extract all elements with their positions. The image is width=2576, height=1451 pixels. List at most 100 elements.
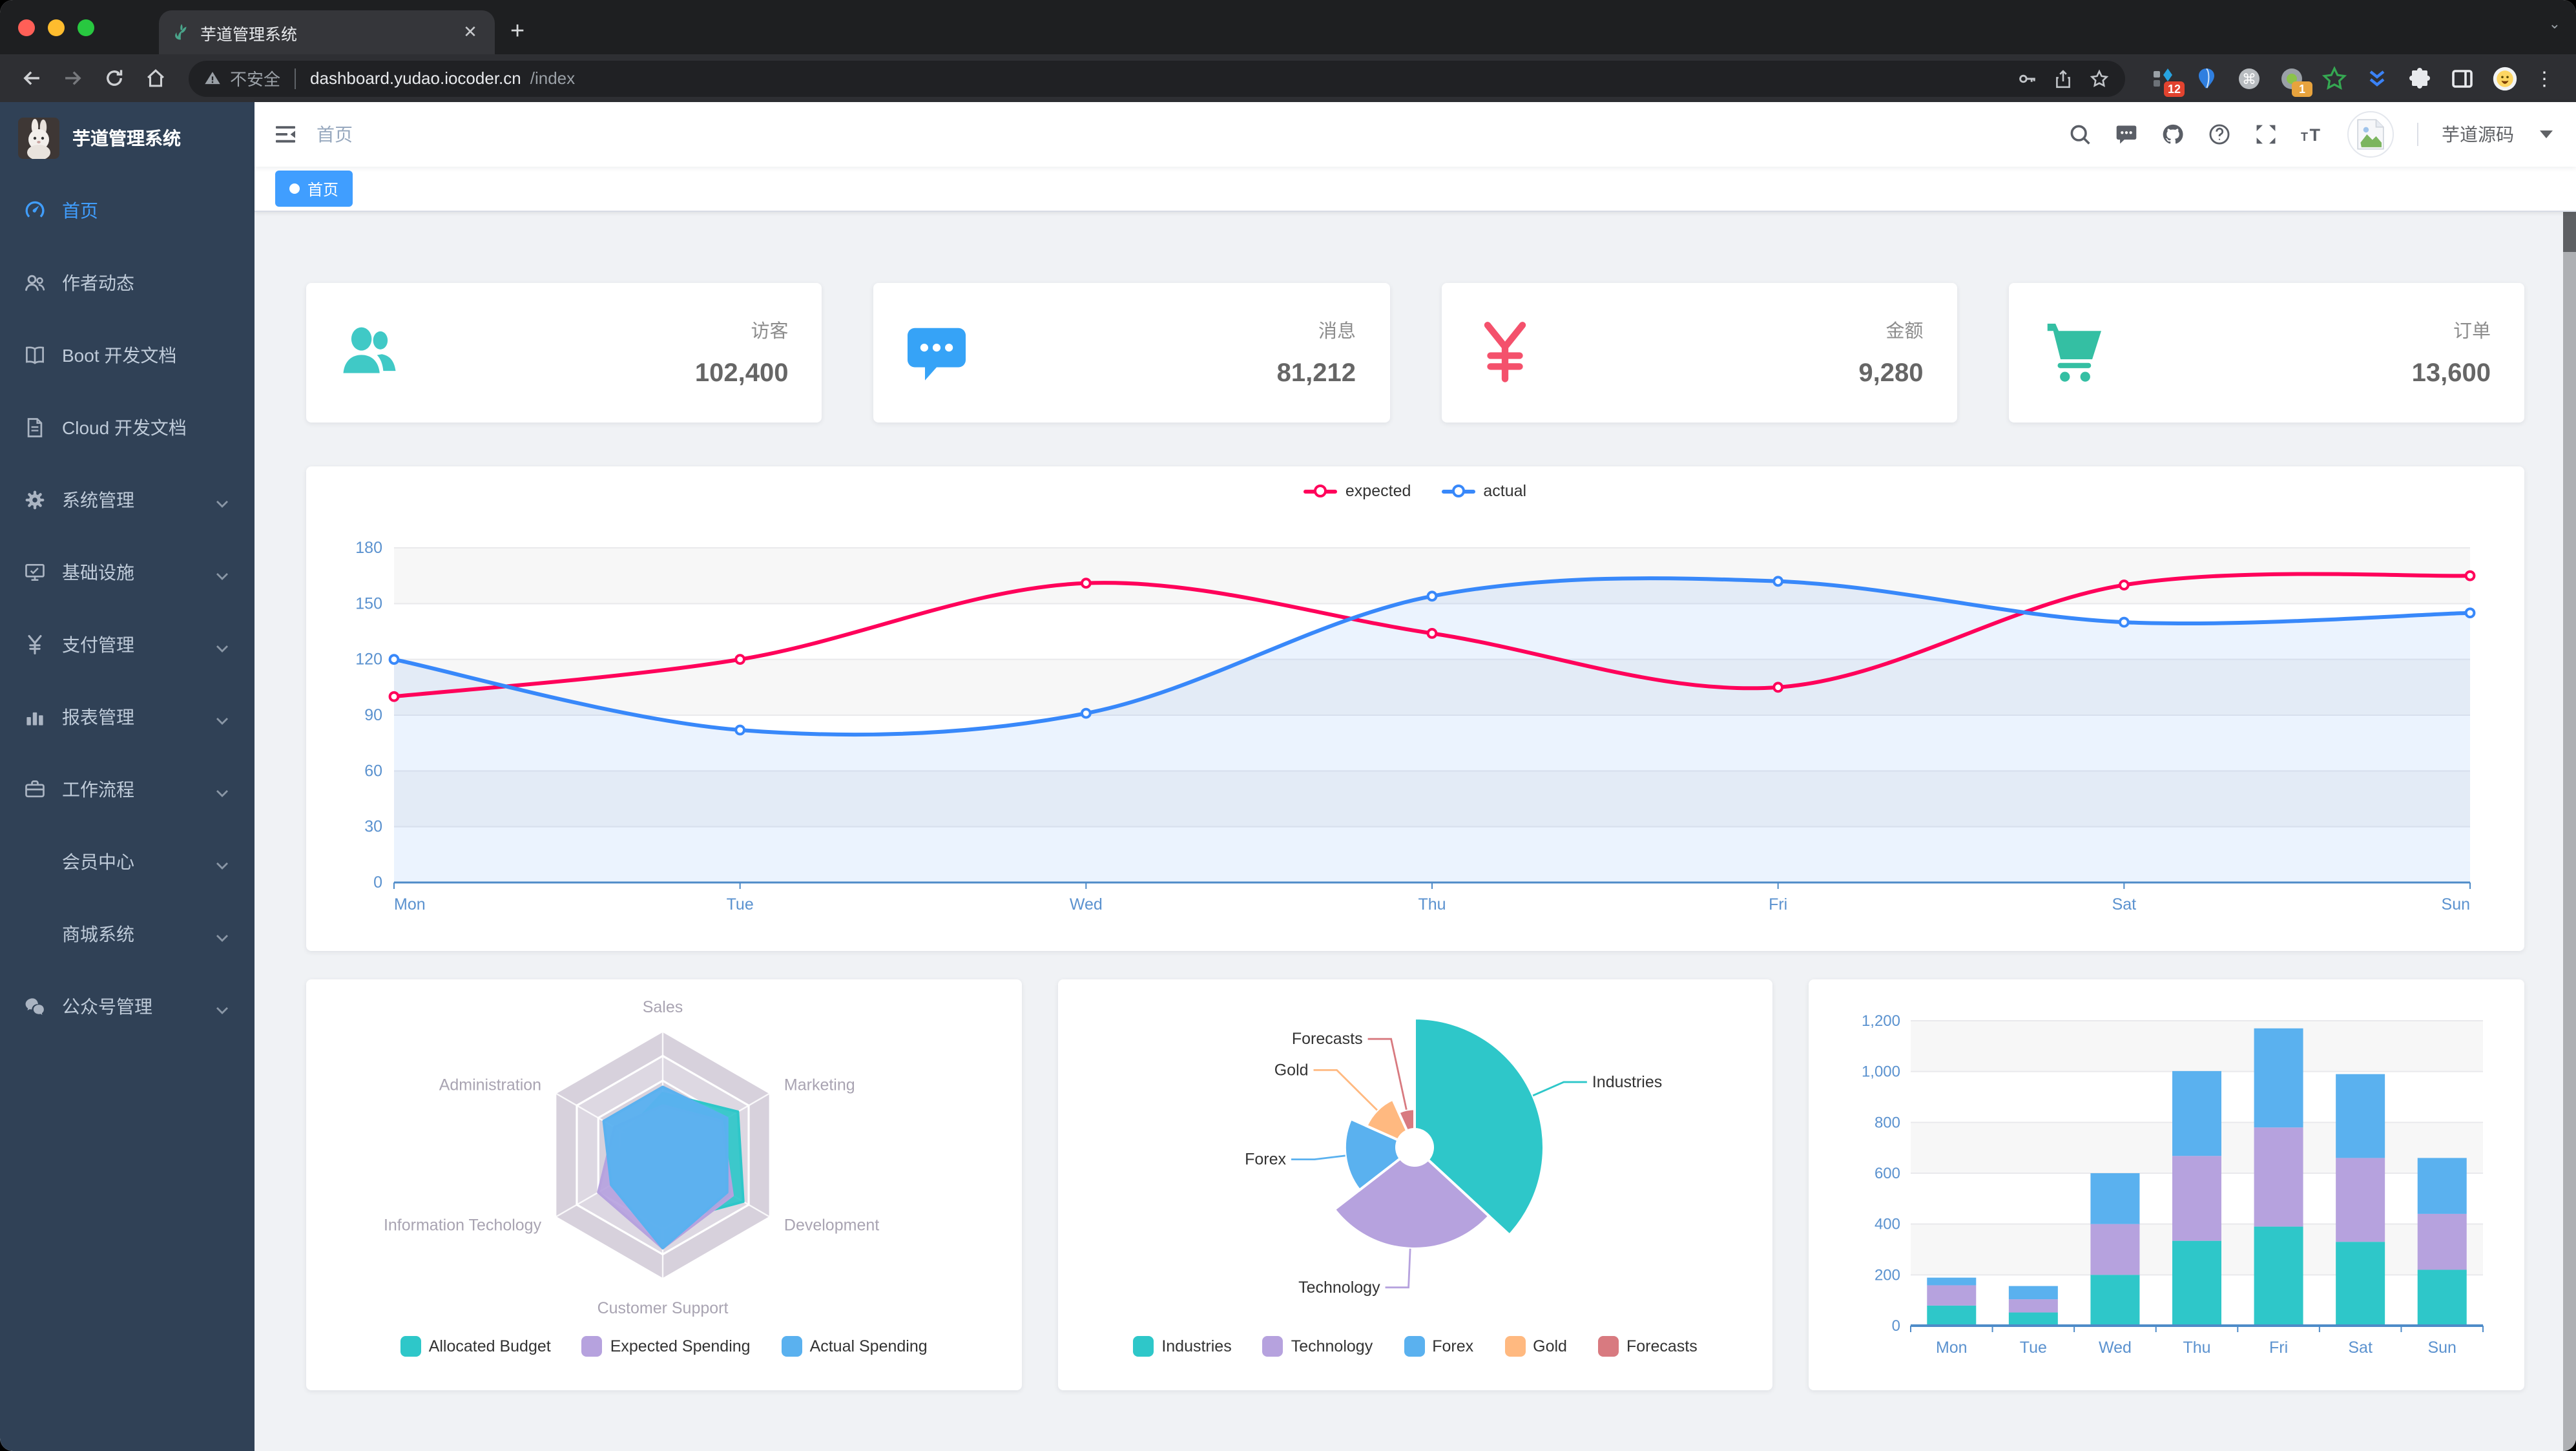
tab-close-icon[interactable]: ✕	[463, 22, 477, 41]
maximize-window-button[interactable]	[78, 19, 94, 36]
legend-item-actual[interactable]: actual	[1442, 482, 1526, 500]
address-bar[interactable]: 不安全 dashboard.yudao.iocoder.cn/index	[189, 60, 2125, 96]
sidebar-item-8[interactable]: 工作流程	[0, 753, 254, 826]
side-panel-icon[interactable]	[2449, 65, 2475, 91]
bar-chart[interactable]: 0 200 400 600 800 1,000 1,200 Mon Tue Wed Thu Fri Sa…	[1830, 1000, 2503, 1370]
sidebar-item-4[interactable]: 系统管理	[0, 464, 254, 536]
forward-button[interactable]	[54, 60, 90, 96]
sidebar-item-label: 作者动态	[62, 273, 134, 293]
chevron-down-icon	[216, 855, 229, 870]
pie-chart[interactable]: Industries Technology Forex Gold Forecasts	[1079, 1000, 1752, 1326]
sidebar-item-1[interactable]: 作者动态	[0, 247, 254, 319]
bookmark-star-icon[interactable]	[2089, 68, 2110, 89]
profile-avatar-icon[interactable]	[2492, 65, 2518, 91]
tag-home[interactable]: 首页	[275, 171, 353, 207]
svg-text:Sun: Sun	[2442, 895, 2470, 913]
legend-item-expected-spending[interactable]: Expected Spending	[581, 1336, 751, 1357]
line-chart[interactable]: 0 30 60 90 120 150 180 Mon Tue Wed Thu Fri Sat Sun	[327, 488, 2504, 929]
url-host: dashboard.yudao.iocoder.cn	[310, 68, 521, 88]
sidebar-item-6[interactable]: 支付管理	[0, 609, 254, 681]
wechat-icon	[23, 995, 47, 1018]
github-icon[interactable]	[2161, 123, 2185, 146]
extension-command-icon[interactable]: ⌘	[2236, 65, 2262, 91]
sidebar-item-label: 商城系统	[62, 924, 134, 945]
author-icon	[23, 271, 47, 295]
sidebar-item-3[interactable]: Cloud 开发文档	[0, 391, 254, 464]
extension-tiles-icon[interactable]: 12	[2151, 65, 2185, 96]
sidebar-item-label: 工作流程	[62, 779, 134, 800]
username-label[interactable]: 芋道源码	[2442, 124, 2514, 145]
sidebar-item-9[interactable]: 会员中心	[0, 826, 254, 898]
extensions-puzzle-icon[interactable]	[2407, 65, 2433, 91]
stat-card-2[interactable]: 金额 9,280	[1441, 283, 1957, 423]
password-key-icon[interactable]	[2017, 68, 2037, 89]
radar-chart-legend: Allocated Budget Expected Spending Actual …	[400, 1336, 928, 1357]
yen-icon	[23, 633, 47, 656]
svg-text:Tue: Tue	[2019, 1339, 2046, 1357]
extension-chevrons-icon[interactable]	[2364, 65, 2390, 91]
extension-balloon-icon[interactable]	[2194, 65, 2219, 91]
header-message-icon[interactable]	[2115, 123, 2138, 146]
svg-text:Wed: Wed	[2098, 1339, 2131, 1357]
home-button[interactable]	[137, 60, 173, 96]
radar-chart[interactable]: Sales Administration Information Techology…	[327, 1000, 1001, 1326]
sidebar-item-10[interactable]: 商城系统	[0, 898, 254, 970]
svg-text:120: 120	[355, 651, 382, 669]
app-frame: 芋道管理系统 首页作者动态 Boot 开发文档 Cloud 开发文档 系统管理 基础设施…	[0, 102, 2576, 1451]
legend-item-forex[interactable]: Forex	[1404, 1336, 1473, 1357]
sidebar-item-label: Boot 开发文档	[62, 345, 177, 366]
browser-tab[interactable]: 芋道管理系统 ✕	[159, 10, 495, 54]
svg-text:Thu: Thu	[1418, 895, 1446, 913]
legend-item-actual-spending[interactable]: Actual Spending	[781, 1336, 928, 1357]
share-icon[interactable]	[2053, 68, 2073, 89]
minimize-window-button[interactable]	[48, 19, 65, 36]
svg-text:Sun: Sun	[2427, 1339, 2456, 1357]
user-caret-down-icon[interactable]	[2540, 130, 2553, 138]
fullscreen-icon[interactable]	[2254, 123, 2278, 146]
breadcrumb[interactable]: 首页	[317, 124, 353, 145]
sidebar-item-5[interactable]: 基础设施	[0, 536, 254, 609]
header-search-icon[interactable]	[2068, 123, 2092, 146]
page-scrollbar[interactable]	[2563, 102, 2576, 1451]
stat-label: 访客	[751, 322, 789, 342]
extension-star-icon[interactable]	[2322, 65, 2347, 91]
tag-label: 首页	[307, 180, 339, 198]
help-icon[interactable]	[2208, 123, 2231, 146]
back-button[interactable]	[13, 60, 49, 96]
sidebar-item-11[interactable]: 公众号管理	[0, 970, 254, 1043]
extension-camera-icon[interactable]: 1	[2279, 65, 2312, 96]
svg-text:60: 60	[364, 762, 382, 780]
browser-menu-icon[interactable]: ⋮	[2535, 68, 2554, 90]
svg-text:150: 150	[355, 594, 382, 612]
message-icon	[902, 318, 972, 388]
dashboard-content: 访客 102,400 消息 81,212 金额 9,280 订单 13,600 expecte…	[254, 212, 2576, 1451]
sidebar-item-0[interactable]: 首页	[0, 174, 254, 247]
legend-item-gold[interactable]: Gold	[1504, 1336, 1567, 1357]
not-secure-warning-icon[interactable]	[204, 70, 221, 87]
sidebar-logo[interactable]: 芋道管理系统	[0, 102, 254, 174]
close-window-button[interactable]	[18, 19, 35, 36]
legend-item-industries[interactable]: Industries	[1133, 1336, 1232, 1357]
legend-item-forecasts[interactable]: Forecasts	[1597, 1336, 1698, 1357]
sidebar-item-7[interactable]: 报表管理	[0, 681, 254, 753]
legend-item-technology[interactable]: Technology	[1262, 1336, 1373, 1357]
reload-button[interactable]	[96, 60, 132, 96]
legend-item-expected[interactable]: expected	[1304, 482, 1411, 500]
new-tab-button[interactable]: +	[510, 18, 525, 45]
stat-card-1[interactable]: 消息 81,212	[873, 283, 1389, 423]
user-avatar-broken-image[interactable]	[2347, 111, 2394, 158]
window-controls[interactable]	[0, 0, 112, 54]
svg-text:800: 800	[1874, 1114, 1900, 1131]
svg-text:Wed: Wed	[1070, 895, 1103, 913]
svg-text:Marketing: Marketing	[785, 1076, 856, 1094]
tab-search-icon[interactable]: ⌄	[2548, 17, 2560, 32]
sidebar-collapse-icon[interactable]	[254, 102, 317, 167]
legend-item-allocated-budget[interactable]: Allocated Budget	[400, 1336, 551, 1357]
stat-value: 13,600	[2411, 359, 2491, 388]
tab-title: 芋道管理系统	[200, 25, 298, 43]
stat-card-3[interactable]: 订单 13,600	[2008, 283, 2524, 423]
stat-card-0[interactable]: 访客 102,400	[306, 283, 822, 423]
monitor-icon	[23, 561, 47, 584]
sidebar-item-2[interactable]: Boot 开发文档	[0, 319, 254, 391]
